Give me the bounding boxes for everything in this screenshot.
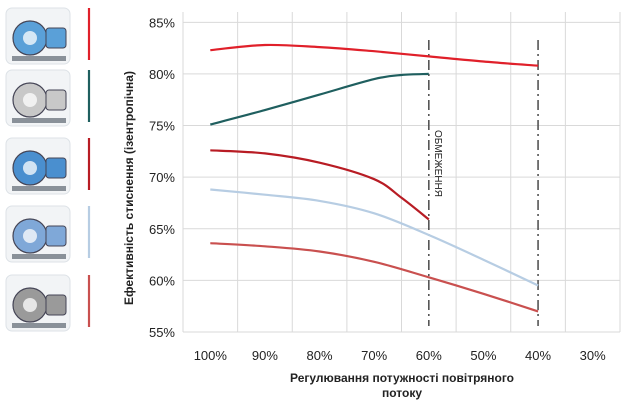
rotary-screw-blower-icon [5, 205, 71, 263]
x-tick-label: 90% [252, 348, 278, 363]
x-axis-ticks: 100% 90% 80% 70% 60% 50% 40% 30% [194, 348, 606, 363]
series-line-3 [210, 149, 430, 221]
y-tick-label: 75% [149, 119, 175, 134]
y-tick-label: 65% [149, 222, 175, 237]
x-tick-label: 60% [416, 348, 442, 363]
high-speed-turbo-blower-icon [5, 137, 71, 195]
y-tick-label: 85% [149, 15, 175, 30]
grid [182, 12, 621, 333]
y-tick-label: 70% [149, 170, 175, 185]
series-line-4 [210, 188, 539, 287]
x-axis-title-line-2: потоку [382, 386, 422, 400]
x-tick-label: 50% [470, 348, 496, 363]
x-tick-label: 30% [580, 348, 606, 363]
x-tick-label: 100% [194, 348, 228, 363]
y-tick-label: 55% [149, 325, 175, 340]
limit-annotation: ОБМЕЖЕННЯ [432, 130, 443, 197]
x-tick-label: 80% [307, 348, 333, 363]
multistage-centrifugal-compressor-icon [5, 69, 71, 127]
limit-lines [428, 40, 539, 326]
x-tick-label: 40% [525, 348, 551, 363]
single-stage-centrifugal-compressor-icon [5, 7, 71, 65]
y-tick-label: 60% [149, 273, 175, 288]
y-tick-label: 80% [149, 67, 175, 82]
y-axis-ticks: 55% 60% 65% 70% 75% 80% 85% [149, 15, 175, 340]
x-tick-label: 70% [361, 348, 387, 363]
series-line-2 [210, 72, 429, 126]
legend [5, 7, 91, 332]
x-axis-title-line-1: Регулювання потужності повітряного [290, 371, 514, 385]
lobe-blower-icon [5, 274, 71, 332]
series-line-5 [210, 242, 539, 313]
series-lines [210, 43, 539, 313]
y-axis-title: Ефективність стиснення (ізентропічна) [122, 71, 136, 305]
series-line-1 [210, 43, 539, 67]
